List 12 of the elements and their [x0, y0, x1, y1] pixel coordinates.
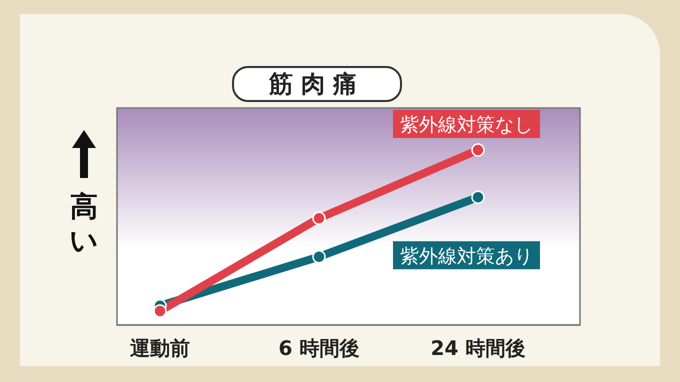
point	[312, 212, 326, 225]
x-tick-label: 6 時間後	[278, 336, 360, 360]
series-label: 紫外線対策あり	[400, 245, 533, 268]
chart-title: 筋肉痛	[232, 66, 402, 102]
point	[153, 304, 167, 318]
x-tick-label: 24 時間後	[430, 336, 526, 360]
point	[471, 190, 485, 204]
series-label: 紫外線対策なし	[400, 114, 533, 136]
point	[471, 143, 485, 157]
x-tick-label: 運動前	[129, 336, 190, 360]
point	[312, 250, 326, 264]
y-axis-title: 高い	[68, 190, 100, 258]
